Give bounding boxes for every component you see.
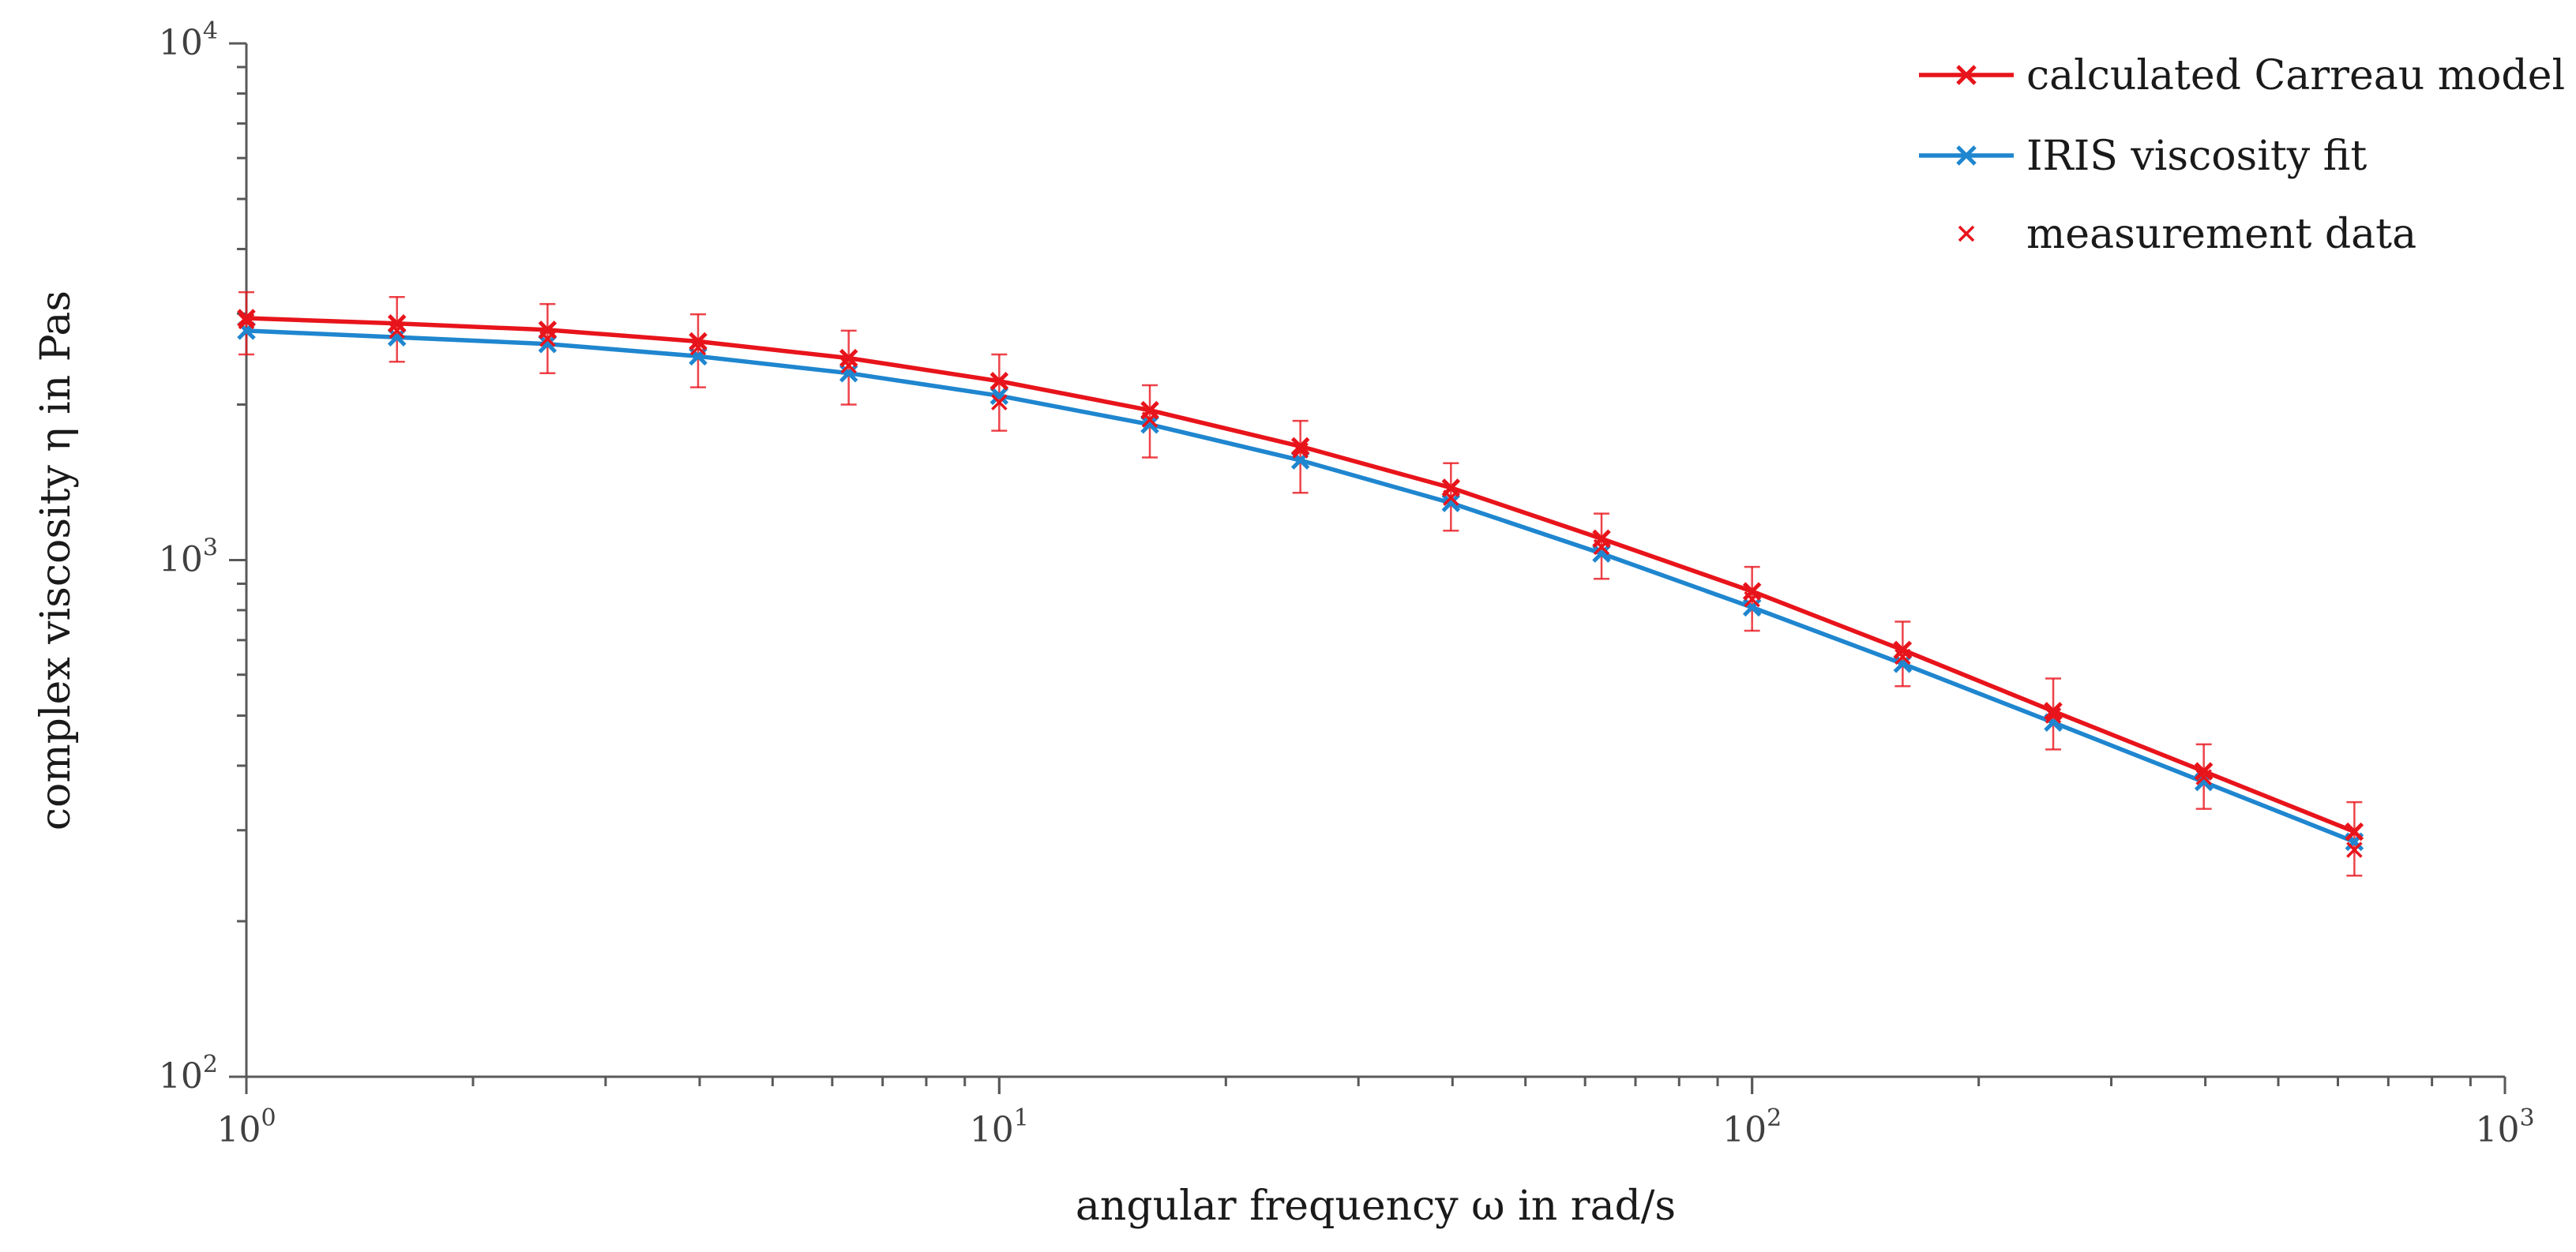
y-tick-label: 103	[159, 534, 218, 580]
error-bar	[991, 353, 1008, 432]
data-point	[1744, 590, 1760, 608]
data-point	[1742, 598, 1762, 617]
legend-item: measurement data	[1958, 211, 2416, 258]
data-point	[840, 357, 857, 374]
data-point	[538, 334, 558, 354]
x-axis-title: angular frequency ω in rad/s	[1076, 1183, 1676, 1230]
x-tick-label: 103	[2475, 1104, 2534, 1150]
data-point	[2195, 769, 2212, 785]
data-point	[1443, 489, 1459, 506]
data-point	[839, 363, 858, 383]
x-tick-label: 102	[1722, 1104, 1782, 1150]
y-tick-label: 104	[159, 17, 218, 63]
x-tick-label: 101	[970, 1104, 1029, 1150]
legend: calculated Carreau model IRIS viscosity f…	[1919, 52, 2565, 258]
legend-item: IRIS viscosity fit	[1919, 133, 2367, 180]
legend-marker	[1956, 65, 1977, 85]
legend-label: IRIS viscosity fit	[2026, 133, 2367, 180]
data-point	[1592, 544, 1611, 563]
data-point	[237, 309, 256, 328]
data-point	[839, 348, 858, 368]
x-tick-label: 100	[216, 1104, 276, 1150]
data-point	[387, 328, 407, 347]
y-tick-label: 102	[159, 1051, 218, 1096]
legend-marker	[1958, 225, 1975, 242]
axis-ticks	[229, 42, 2507, 1094]
series-line	[246, 328, 2356, 844]
data-point	[2194, 762, 2214, 781]
error-bar	[1292, 419, 1309, 494]
data-point	[1292, 442, 1309, 459]
data-point	[1140, 414, 1159, 434]
y-axis-title: complex viscosity η in Pas	[32, 291, 80, 830]
data-point	[387, 314, 407, 333]
data-point	[389, 322, 405, 339]
data-point	[989, 386, 1009, 406]
series-measurement-markers	[238, 313, 2363, 858]
data-point	[1894, 648, 1911, 665]
legend-label: calculated Carreau model	[2026, 52, 2565, 99]
data-point	[1893, 640, 1913, 660]
legend-item: calculated Carreau model	[1919, 52, 2565, 99]
data-point	[2345, 822, 2364, 842]
data-point	[991, 394, 1008, 410]
series-iris-viscosity-fit	[237, 321, 2364, 852]
error-bar	[1894, 620, 1911, 688]
data-point	[2044, 702, 2063, 721]
data-point	[1742, 582, 1762, 601]
data-point	[1593, 538, 1610, 556]
data-point	[689, 339, 707, 356]
tick-labels: 100 101 102 103 102 103 104	[159, 17, 2535, 1150]
error-bar	[840, 329, 857, 406]
data-point	[238, 313, 255, 330]
data-point	[1441, 493, 1461, 512]
data-point	[539, 331, 556, 347]
data-point	[2346, 842, 2363, 858]
data-point	[1592, 529, 1611, 549]
data-point	[2045, 707, 2062, 724]
series-layer	[237, 291, 2364, 877]
data-point	[1290, 437, 1310, 456]
legend-marker	[1956, 145, 1977, 166]
data-point	[989, 372, 1009, 391]
error-bar	[238, 291, 254, 356]
legend-label: measurement data	[2026, 211, 2416, 258]
error-bar	[689, 313, 706, 388]
series-line	[246, 316, 2356, 834]
series-measurement-data	[238, 291, 2363, 877]
data-point	[1141, 411, 1158, 428]
data-point	[689, 332, 708, 351]
error-bar	[2346, 800, 2363, 877]
series-calculated-carreau-model	[237, 309, 2364, 842]
data-point	[1893, 654, 1913, 673]
